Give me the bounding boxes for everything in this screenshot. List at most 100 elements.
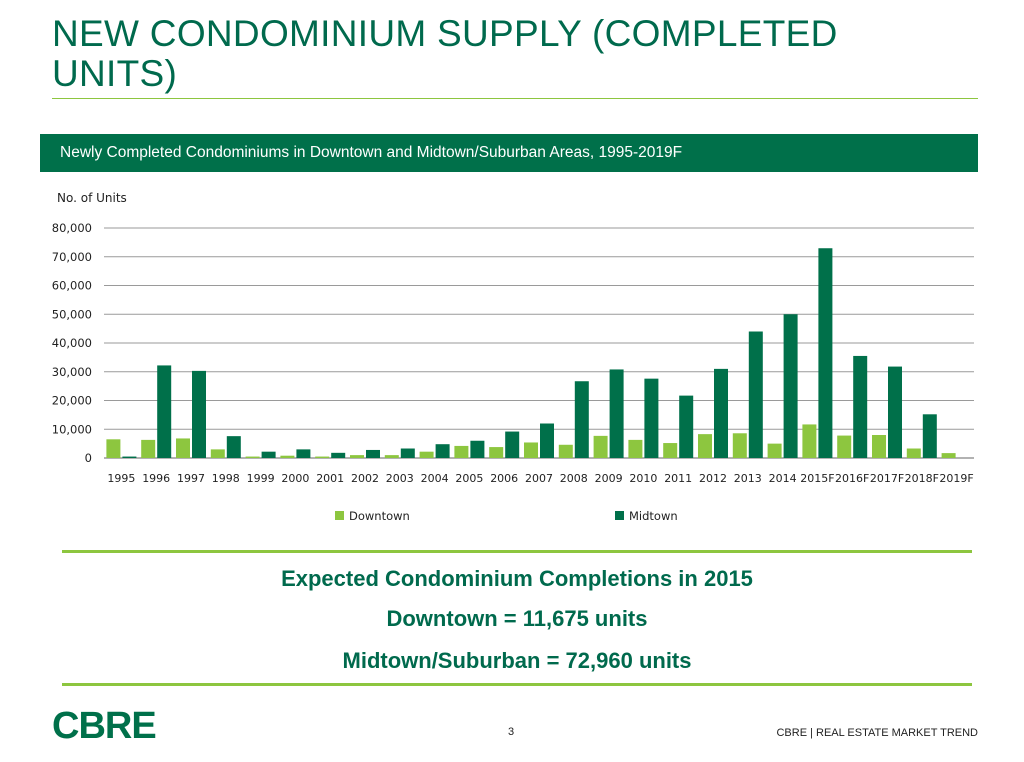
bar-downtown-2013 <box>732 433 747 458</box>
x-tick-label: 1997 <box>177 472 205 485</box>
bar-downtown-2003 <box>384 455 399 458</box>
x-tick-label: 2009 <box>595 472 623 485</box>
bar-downtown-2000 <box>280 455 295 458</box>
cbre-logo: CBRE <box>52 705 157 747</box>
bar-downtown-2005 <box>454 445 469 458</box>
bar-downtown-1995 <box>106 439 121 458</box>
title-divider <box>52 98 978 99</box>
x-tick-label: 2013 <box>734 472 762 485</box>
x-tick-label: 2014 <box>769 472 797 485</box>
bar-midtown-1997 <box>192 370 206 458</box>
bar-downtown-1996 <box>141 439 156 458</box>
x-tick-label: 2010 <box>629 472 657 485</box>
bar-downtown-2007 <box>524 442 538 458</box>
legend: Downtown Midtown <box>335 509 678 523</box>
y-tick-label: 50,000 <box>52 307 92 321</box>
summary-bottom-divider <box>62 683 972 686</box>
bars <box>106 248 956 458</box>
bar-downtown-2006 <box>489 447 504 458</box>
x-tick-label: 1995 <box>107 472 135 485</box>
bar-downtown-2002 <box>350 455 364 458</box>
bar-midtown-2001 <box>331 452 346 458</box>
bar-midtown-2006 <box>505 431 520 458</box>
x-tick-label: 2008 <box>560 472 588 485</box>
bar-downtown-2009 <box>593 435 608 458</box>
bar-downtown-2014 <box>767 443 782 458</box>
x-tick-label: 2003 <box>386 472 414 485</box>
legend-label-midtown: Midtown <box>629 509 678 523</box>
x-tick-label: 1999 <box>247 472 275 485</box>
x-tick-label: 2005 <box>455 472 483 485</box>
bar-midtown-2007 <box>540 423 554 458</box>
x-tick-label: 2018F <box>905 472 939 485</box>
bar-downtown-2016f <box>837 435 852 458</box>
bar-midtown-1995 <box>122 456 137 458</box>
bar-midtown-2017f <box>888 366 902 458</box>
bar-downtown-1998 <box>210 449 225 458</box>
bar-midtown-1999 <box>261 451 276 458</box>
bar-downtown-2004 <box>419 451 434 458</box>
summary-downtown: Downtown = 11,675 units <box>386 606 648 631</box>
bar-midtown-2005 <box>470 440 485 458</box>
bar-downtown-2012 <box>698 434 712 458</box>
legend-swatch-midtown <box>615 511 624 520</box>
bar-midtown-1998 <box>226 436 241 458</box>
bar-midtown-2008 <box>574 381 589 458</box>
x-tick-label: 2019F <box>939 472 973 485</box>
y-tick-label: 40,000 <box>52 336 92 350</box>
summary-heading: Expected Condominium Completions in 2015 <box>281 566 753 591</box>
bar-downtown-1997 <box>176 438 190 458</box>
bar-midtown-1996 <box>157 365 172 458</box>
bar-downtown-2001 <box>315 456 330 458</box>
bar-midtown-2014 <box>783 314 798 458</box>
y-axis-title: No. of Units <box>57 191 127 205</box>
summary-midtown: Midtown/Suburban = 72,960 units <box>342 648 692 673</box>
gridlines <box>104 227 974 459</box>
bar-downtown-2017f <box>872 435 886 458</box>
bar-midtown-2000 <box>296 449 311 458</box>
bar-downtown-2019f <box>941 453 956 458</box>
x-tick-label: 2012 <box>699 472 727 485</box>
bar-midtown-2004 <box>435 444 450 458</box>
bar-midtown-2002 <box>366 449 380 458</box>
page-number: 3 <box>508 726 515 738</box>
bar-midtown-2016f <box>853 355 868 458</box>
summary-top-divider <box>62 550 972 553</box>
y-axis-ticks: 0 10,000 20,000 30,000 40,000 50,000 60,000 70,… <box>52 221 92 465</box>
y-tick-label: 80,000 <box>52 221 92 235</box>
legend-swatch-downtown <box>335 511 344 520</box>
bar-downtown-2011 <box>663 443 678 458</box>
x-tick-label: 2000 <box>281 472 309 485</box>
x-tick-label: 2016F <box>835 472 869 485</box>
bar-midtown-2010 <box>644 378 659 458</box>
x-tick-label: 1998 <box>212 472 240 485</box>
footer-text: CBRE | REAL ESTATE MARKET TREND <box>776 727 978 739</box>
chart-header: Newly Completed Condominiums in Downtown… <box>40 134 978 172</box>
bar-midtown-2018f <box>922 414 937 458</box>
x-tick-label: 2015F <box>800 472 834 485</box>
condo-supply-chart: No. of Units 0 10,000 20,000 30,000 40,000 50… <box>52 191 974 523</box>
bar-downtown-2018f <box>906 448 921 458</box>
bar-midtown-2012 <box>714 368 728 458</box>
y-tick-label: 60,000 <box>52 279 92 293</box>
x-tick-label: 2017F <box>870 472 904 485</box>
x-tick-label: 2004 <box>421 472 449 485</box>
x-tick-label: 2002 <box>351 472 379 485</box>
page-title: NEW CONDOMINIUM SUPPLY (COMPLETED UNITS) <box>52 13 838 94</box>
x-tick-label: 2011 <box>664 472 692 485</box>
y-tick-label: 30,000 <box>52 365 92 379</box>
x-axis-ticks: 1995 1996 1997 1998 1999 2000 2001 2002 2003 2004… <box>107 472 973 485</box>
bar-midtown-2003 <box>400 448 415 458</box>
bar-downtown-2015f <box>802 424 817 458</box>
y-tick-label: 20,000 <box>52 394 92 408</box>
y-tick-label: 10,000 <box>52 422 92 436</box>
y-tick-label: 0 <box>85 451 92 465</box>
x-tick-label: 2001 <box>316 472 344 485</box>
bar-midtown-2009 <box>609 369 624 458</box>
x-tick-label: 2007 <box>525 472 553 485</box>
y-tick-label: 70,000 <box>52 250 92 264</box>
bar-downtown-2008 <box>558 444 573 458</box>
legend-label-downtown: Downtown <box>349 509 410 523</box>
x-tick-label: 2006 <box>490 472 518 485</box>
bar-midtown-2011 <box>679 395 694 458</box>
